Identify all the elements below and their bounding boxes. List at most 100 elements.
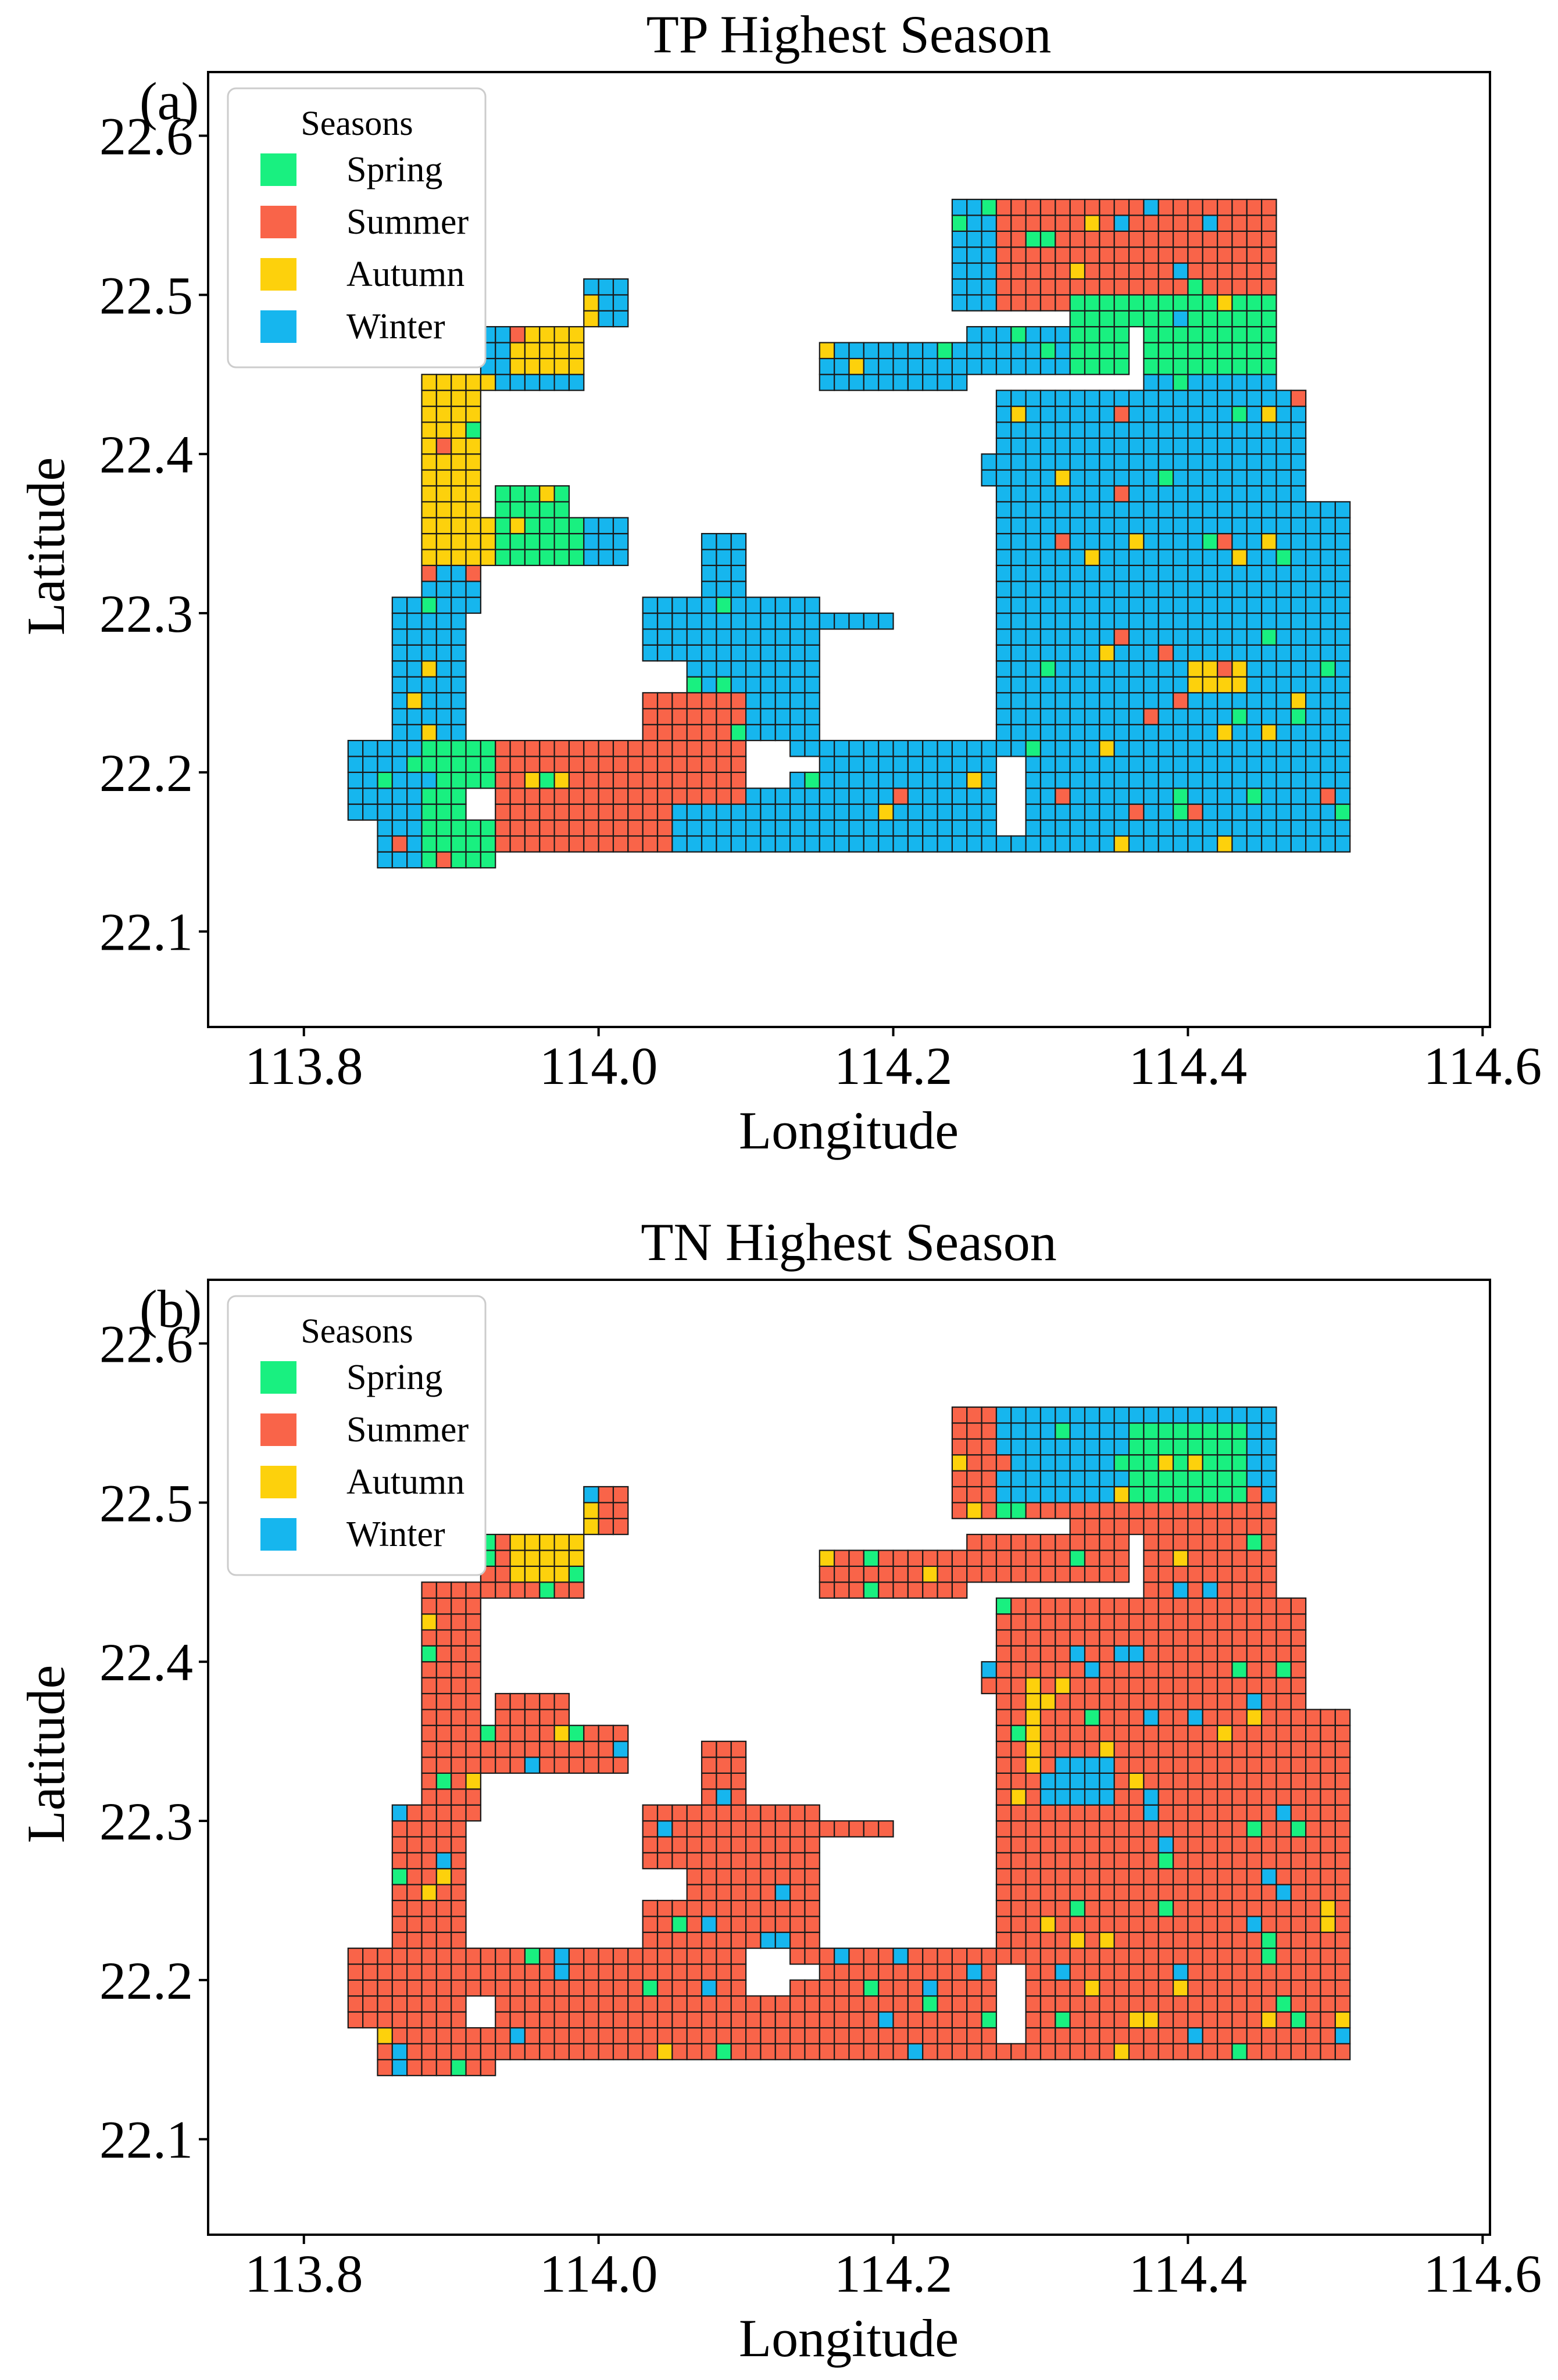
grid-cell bbox=[406, 1948, 423, 1965]
grid-cell bbox=[834, 1963, 850, 1981]
grid-cell bbox=[1261, 501, 1277, 518]
grid-cell bbox=[1099, 1852, 1115, 1870]
grid-cell bbox=[1246, 1772, 1263, 1790]
grid-cell bbox=[1069, 549, 1086, 566]
grid-cell bbox=[1143, 246, 1159, 264]
grid-cell bbox=[730, 2043, 747, 2060]
grid-cell bbox=[1128, 517, 1145, 535]
grid-cell bbox=[583, 2027, 599, 2045]
grid-cell bbox=[391, 819, 408, 837]
grid-cell bbox=[951, 214, 968, 232]
grid-cell bbox=[1099, 214, 1115, 232]
grid-cell bbox=[598, 1963, 614, 1981]
grid-cell bbox=[1172, 549, 1189, 566]
grid-cell bbox=[730, 1804, 747, 1822]
grid-cell bbox=[1055, 294, 1071, 312]
grid-cell bbox=[1231, 198, 1248, 216]
grid-cell bbox=[1143, 835, 1159, 853]
grid-cell bbox=[966, 756, 982, 773]
grid-cell bbox=[391, 2043, 408, 2060]
grid-cell bbox=[804, 1899, 820, 1917]
grid-cell bbox=[1217, 421, 1233, 439]
grid-cell bbox=[1320, 1884, 1336, 1902]
grid-cell bbox=[553, 1756, 570, 1774]
grid-cell bbox=[451, 1597, 467, 1615]
grid-cell bbox=[1275, 692, 1292, 710]
grid-cell bbox=[1128, 1852, 1145, 1870]
grid-cell bbox=[716, 1995, 732, 2013]
grid-cell bbox=[1113, 1884, 1130, 1902]
grid-cell bbox=[1261, 549, 1277, 566]
grid-cell bbox=[1275, 1963, 1292, 1981]
grid-cell bbox=[627, 739, 644, 757]
grid-cell bbox=[1010, 437, 1027, 455]
grid-cell bbox=[863, 1963, 880, 1981]
grid-cell bbox=[1261, 453, 1277, 471]
legend-label: Summer bbox=[346, 1410, 469, 1450]
grid-cell bbox=[671, 628, 688, 646]
grid-cell bbox=[1039, 1645, 1056, 1663]
grid-cell bbox=[451, 469, 467, 487]
grid-cell bbox=[966, 1995, 982, 2013]
grid-cell bbox=[1202, 437, 1218, 455]
grid-cell bbox=[1246, 1709, 1263, 1726]
grid-cell bbox=[1320, 1979, 1336, 1997]
grid-cell bbox=[1113, 756, 1130, 773]
grid-cell bbox=[1290, 1724, 1307, 1742]
grid-cell bbox=[774, 1899, 791, 1917]
grid-cell bbox=[451, 835, 467, 853]
grid-cell bbox=[834, 835, 850, 853]
grid-cell bbox=[451, 644, 467, 662]
grid-cell bbox=[1172, 1454, 1189, 1472]
grid-cell bbox=[1187, 326, 1203, 343]
grid-cell bbox=[627, 835, 644, 853]
grid-cell bbox=[1320, 739, 1336, 757]
grid-cell bbox=[1231, 1709, 1248, 1726]
grid-cell bbox=[1099, 788, 1115, 805]
grid-cell bbox=[495, 326, 511, 343]
grid-cell bbox=[1010, 1406, 1027, 1424]
grid-cell bbox=[1202, 1406, 1218, 1424]
grid-cell bbox=[406, 1995, 423, 2013]
grid-cell bbox=[995, 1422, 1012, 1440]
grid-cell bbox=[1261, 1836, 1277, 1853]
grid-cell bbox=[1275, 1772, 1292, 1790]
grid-cell bbox=[804, 1931, 820, 1949]
grid-cell bbox=[1157, 1613, 1174, 1631]
grid-cell bbox=[1069, 1931, 1086, 1949]
grid-cell bbox=[834, 357, 850, 375]
grid-cell bbox=[1069, 676, 1086, 694]
grid-cell bbox=[1246, 1979, 1263, 1997]
grid-cell bbox=[995, 1534, 1012, 1551]
grid-cell bbox=[421, 405, 437, 423]
grid-cell bbox=[391, 1948, 408, 1965]
grid-cell bbox=[1320, 501, 1336, 518]
grid-cell bbox=[642, 1804, 659, 1822]
grid-cell bbox=[1010, 214, 1027, 232]
grid-cell bbox=[1261, 612, 1277, 630]
grid-cell bbox=[1113, 1836, 1130, 1853]
grid-cell bbox=[509, 517, 526, 535]
grid-cell bbox=[1290, 2043, 1307, 2060]
grid-cell bbox=[1055, 230, 1071, 248]
grid-cell bbox=[656, 1931, 673, 1949]
grid-cell bbox=[451, 1899, 467, 1917]
grid-cell bbox=[892, 1581, 909, 1599]
grid-cell bbox=[1069, 1549, 1086, 1567]
grid-cell bbox=[1084, 612, 1100, 630]
grid-cell bbox=[1172, 1422, 1189, 1440]
grid-cell bbox=[1202, 771, 1218, 789]
grid-cell bbox=[1143, 1645, 1159, 1663]
grid-cell bbox=[1069, 1899, 1086, 1917]
grid-cell bbox=[1069, 326, 1086, 343]
grid-cell bbox=[1010, 230, 1027, 248]
grid-cell bbox=[1010, 1741, 1027, 1758]
grid-cell bbox=[966, 803, 982, 821]
grid-cell bbox=[774, 612, 791, 630]
grid-cell bbox=[435, 2043, 452, 2060]
grid-cell bbox=[1231, 788, 1248, 805]
grid-cell bbox=[421, 2011, 437, 2029]
grid-cell bbox=[583, 517, 599, 535]
grid-cell bbox=[819, 1549, 835, 1567]
grid-cell bbox=[1202, 676, 1218, 694]
